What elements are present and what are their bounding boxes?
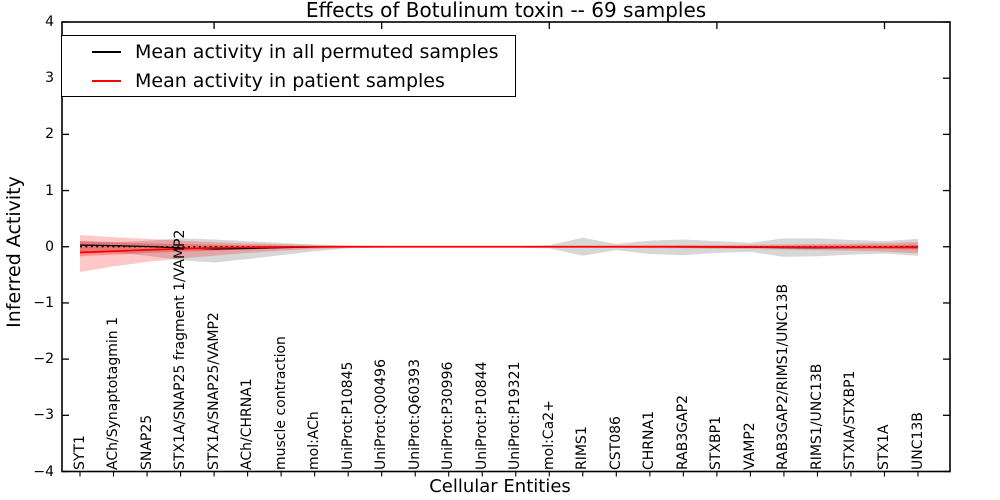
x-axis-label: Cellular Entities	[429, 476, 571, 497]
legend-line-sample-red	[92, 79, 121, 82]
y-tick-label: 2	[45, 126, 54, 143]
legend-label: Mean activity in all permuted samples	[135, 40, 499, 63]
y-tick-label: −4	[33, 463, 54, 480]
chart-title: Effects of Botulinum toxin -- 69 samples	[305, 0, 707, 22]
x-tick-label: SYT1	[71, 435, 88, 470]
x-tick-label: RAB3GAP2/RIMS1/UNC13B	[775, 283, 792, 470]
y-tick-label: 3	[45, 70, 54, 87]
x-tick-label: UniProt:P30996	[440, 361, 457, 470]
y-tick-label: 0	[45, 238, 54, 255]
x-tick-label: STX1A/SNAP25 fragment 1/VAMP2	[172, 229, 189, 470]
x-tick-label: UniProt:P10844	[473, 361, 490, 470]
x-tick-label: ACh/Synaptotagmin 1	[105, 317, 122, 470]
x-tick-label: RAB3GAP2	[674, 394, 691, 470]
x-tick-label: VAMP2	[741, 422, 758, 470]
x-tick-label: SNAP25	[138, 414, 155, 470]
legend-entry-patient: Mean activity in patient samples	[62, 66, 515, 95]
x-tick-label: STX1A	[875, 424, 892, 470]
y-tick-label: 1	[45, 182, 54, 199]
legend: Mean activity in all permuted samples Me…	[61, 35, 516, 97]
x-tick-label: RIMS1/UNC13B	[808, 363, 825, 470]
x-tick-label: mol:Ca2+	[540, 400, 557, 470]
x-tick-label: muscle contraction	[272, 336, 289, 470]
x-tick-label: UniProt:P19321	[507, 361, 524, 470]
x-tick-label: ACh/CHRNA1	[239, 378, 256, 470]
x-tick-label: UniProt:Q00496	[373, 359, 390, 470]
x-tick-label: RIMS1	[574, 426, 591, 470]
y-tick-label: −3	[33, 407, 54, 424]
y-tick-label: −2	[33, 351, 54, 368]
x-tick-label: UNC13B	[909, 412, 926, 470]
x-tick-label: CHRNA1	[641, 411, 658, 470]
x-tick-label: STX1A/SNAP25/VAMP2	[205, 312, 222, 470]
x-tick-label: UniProt:Q60393	[406, 359, 423, 470]
y-tick-label: −1	[33, 294, 54, 311]
x-tick-label: CST086	[607, 416, 624, 470]
legend-line-sample-black	[92, 50, 121, 53]
x-tick-label: mol:ACh	[306, 411, 323, 470]
x-tick-label: STXBP1	[708, 416, 725, 470]
band-permuted-samples-range	[80, 237, 918, 263]
legend-label: Mean activity in patient samples	[135, 69, 445, 92]
y-tick-label: 4	[45, 14, 54, 30]
x-tick-label: UniProt:P10845	[339, 361, 356, 470]
legend-entry-permuted: Mean activity in all permuted samples	[62, 37, 515, 66]
x-tick-label: STXIA/STXBP1	[842, 370, 859, 470]
series-line	[79, 245, 919, 254]
